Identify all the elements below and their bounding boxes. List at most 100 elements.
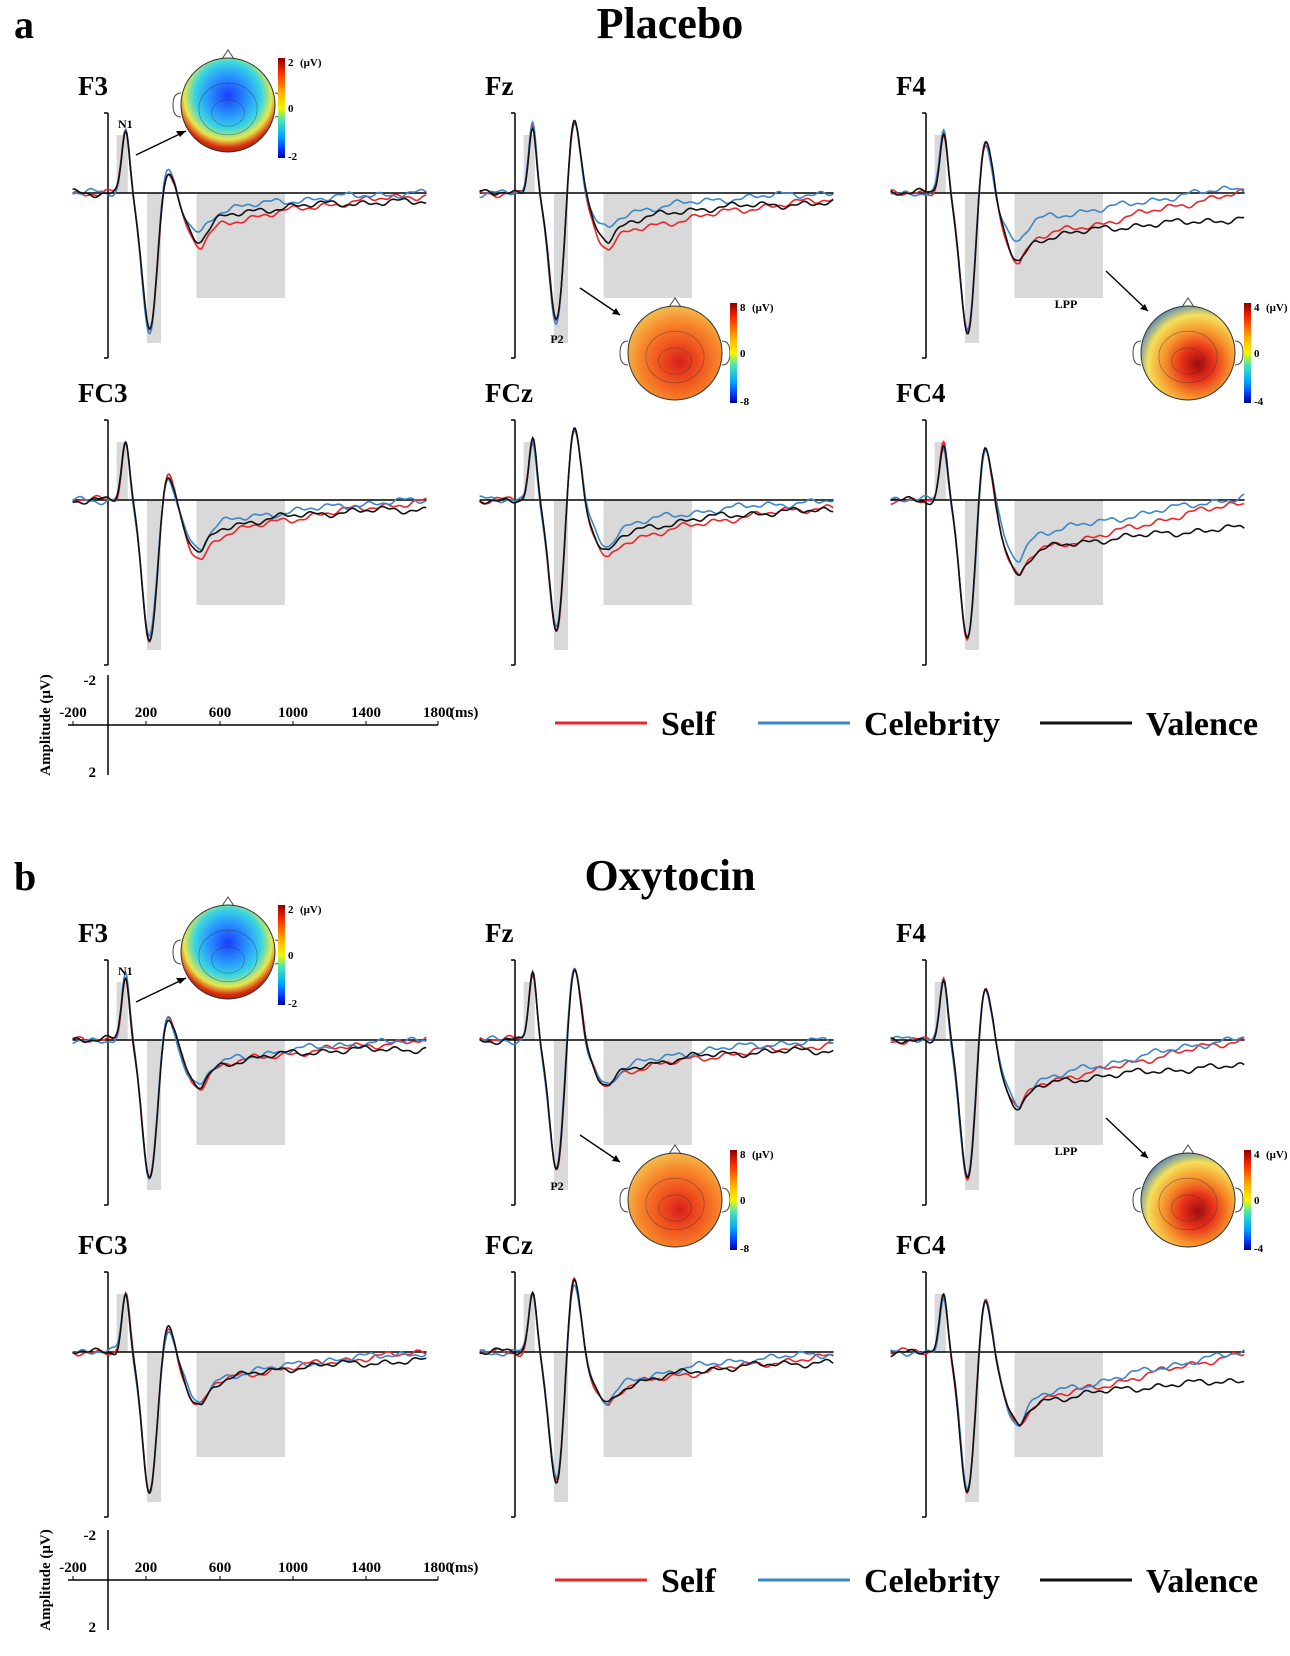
legend-label: Self	[661, 706, 716, 743]
series-line-valence	[72, 1292, 427, 1495]
panel-a: a Placebo F3 N1 2 (μV) 0 -2 Fz P2 8 (μV) 0 -8 F4 LPP 4 (μ…	[14, 0, 1288, 781]
topo-contour	[198, 82, 258, 136]
p2-window	[146, 193, 162, 343]
lpp-window	[603, 1040, 692, 1145]
axis-key: -200 200 600 1000 1400 1800(ms) -2 2 Amplitude (…	[38, 1528, 478, 1636]
electrode-label: Fz	[485, 71, 513, 101]
topo-map: 8 (μV) 0 -8	[619, 1144, 774, 1255]
component-label: P2	[550, 1179, 563, 1193]
p2-window	[964, 193, 980, 343]
subplot-FC4: FC4	[890, 1230, 1245, 1518]
topo-ear	[721, 1187, 731, 1213]
legend-label: Valence	[1146, 1563, 1258, 1600]
colorbar-mid: 0	[740, 1195, 746, 1207]
electrode-label: F3	[78, 71, 108, 101]
subplot-FC3: FC3	[72, 1230, 427, 1518]
colorbar-mid: 0	[288, 950, 294, 962]
lpp-window	[1014, 500, 1103, 605]
topo-contour	[645, 330, 705, 384]
panel-letter: b	[14, 854, 36, 899]
colorbar-unit: (μV)	[300, 57, 322, 69]
arrow-line	[135, 977, 187, 1003]
n1-window	[934, 442, 946, 500]
legend-label: Self	[661, 1563, 716, 1600]
electrode-label: FC4	[896, 1230, 946, 1260]
n1-window	[523, 1294, 535, 1352]
electrode-label: Fz	[485, 918, 513, 948]
x-tick-label: 1800	[423, 705, 453, 721]
colorbar-min: -8	[740, 396, 750, 408]
n1-window	[934, 135, 946, 193]
colorbar-unit: (μV)	[300, 904, 322, 916]
y-tick-label: -2	[84, 673, 97, 689]
x-tick-label: 600	[209, 705, 232, 721]
panel-letter: a	[14, 2, 34, 47]
electrode-label: F4	[896, 918, 926, 948]
lpp-window	[196, 500, 285, 605]
topo-head	[627, 1152, 723, 1248]
series-line-valence	[72, 976, 427, 1179]
subplot-F4: F4 LPP 4 (μV) 0 -4	[890, 71, 1288, 408]
series-line-valence	[479, 1278, 834, 1485]
x-unit-label: (ms)	[450, 1560, 478, 1576]
topo-contour	[1171, 1194, 1205, 1222]
x-tick-label: 1400	[351, 705, 381, 721]
subplot-F4: F4 LPP 4 (μV) 0 -4	[890, 918, 1288, 1255]
colorbar	[1244, 303, 1251, 403]
subplot-Fz: Fz P2 8 (μV) 0 -8	[479, 918, 834, 1255]
lpp-window	[196, 193, 285, 298]
arrow-line	[135, 130, 187, 156]
arrow-head	[176, 978, 186, 984]
colorbar-mid: 0	[1254, 348, 1260, 360]
colorbar-mid: 0	[288, 103, 294, 115]
x-tick-label: 200	[135, 705, 158, 721]
n1-window	[523, 135, 535, 193]
colorbar	[278, 905, 285, 1005]
electrode-label: FCz	[485, 1230, 533, 1260]
topo-head	[627, 305, 723, 401]
component-label: P2	[550, 332, 563, 346]
topo-head	[1140, 305, 1236, 401]
colorbar	[730, 303, 737, 403]
topo-map: 8 (μV) 0 -8	[619, 297, 774, 408]
colorbar-unit: (μV)	[1266, 302, 1288, 314]
topo-ear	[1234, 340, 1244, 366]
axis-key: -200 200 600 1000 1400 1800(ms) -2 2 Amplitude (…	[38, 673, 478, 781]
component-label: N1	[118, 964, 133, 978]
topo-head	[180, 904, 276, 1000]
arrow-head	[612, 308, 620, 315]
series-line-valence	[72, 440, 427, 642]
y-axis-label: Amplitude (μV)	[38, 674, 54, 775]
colorbar-max: 2	[288, 57, 294, 69]
x-tick-label: 1000	[278, 1560, 308, 1576]
subplot-Fz: Fz P2 8 (μV) 0 -8	[479, 71, 834, 408]
panel-b: b Oxytocin F3 N1 2 (μV) 0 -2 Fz P2 8 (μV) 0 -8 F4 LPP 4 (…	[14, 851, 1288, 1636]
topo-contour	[658, 1194, 692, 1222]
arrow-head	[1140, 1151, 1148, 1158]
y-axis-label: Amplitude (μV)	[38, 1529, 54, 1630]
topo-map: 2 (μV) 0 -2	[172, 896, 322, 1010]
topo-ear	[1234, 1187, 1244, 1213]
topo-ear	[1132, 1187, 1142, 1213]
electrode-label: F4	[896, 71, 926, 101]
legend-label: Valence	[1146, 706, 1258, 743]
colorbar-max: 2	[288, 904, 294, 916]
x-tick-label: 200	[135, 1560, 158, 1576]
x-tick-label: -200	[59, 705, 87, 721]
x-unit-label: (ms)	[450, 705, 478, 721]
colorbar-min: -8	[740, 1243, 750, 1255]
y-tick-label: -2	[84, 1528, 97, 1544]
lpp-window	[1014, 1040, 1103, 1145]
lpp-window	[603, 1352, 692, 1457]
colorbar-max: 4	[1254, 1149, 1260, 1161]
colorbar-unit: (μV)	[752, 302, 774, 314]
topo-map: 2 (μV) 0 -2	[172, 49, 322, 163]
p2-window	[146, 500, 162, 650]
x-tick-label: 1800	[423, 1560, 453, 1576]
electrode-label: FC4	[896, 378, 946, 408]
series-line-valence	[890, 132, 1245, 335]
arrow-head	[176, 131, 186, 137]
topo-contour	[1171, 347, 1205, 375]
lpp-window	[603, 500, 692, 605]
component-label: LPP	[1055, 1144, 1078, 1158]
